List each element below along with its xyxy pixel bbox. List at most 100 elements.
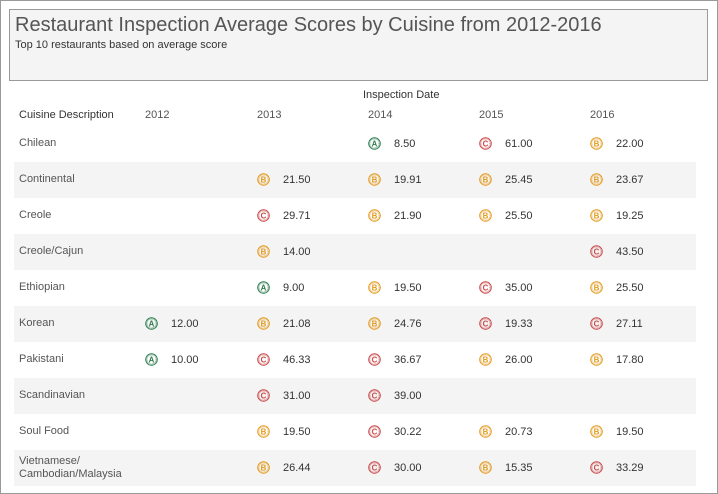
score-value: 19.91 <box>394 174 422 186</box>
grade-c-icon: C <box>257 389 270 402</box>
grade-b-icon: B <box>257 245 270 258</box>
grade-c-icon: C <box>368 389 381 402</box>
grade-c-icon: C <box>590 461 603 474</box>
table-row: Creole/Cajun B 14.00 C 43.50 <box>14 234 696 270</box>
svg-text:B: B <box>372 175 378 184</box>
score-value: 17.80 <box>616 354 644 366</box>
cuisine-label: Chilean <box>19 137 57 149</box>
svg-text:C: C <box>261 355 267 364</box>
grade-b-icon: B <box>257 173 270 186</box>
table-row: Creole C 29.71 B 21.90 B 25.50 B 19.25 <box>14 198 696 234</box>
cuisine-label: Scandinavian <box>19 389 86 401</box>
svg-text:C: C <box>594 247 600 256</box>
grade-b-icon: B <box>590 353 603 366</box>
score-value: 30.22 <box>394 426 422 438</box>
score-value: 10.00 <box>171 354 199 366</box>
cuisine-label: Ethiopian <box>19 281 65 293</box>
grade-b-icon: B <box>479 173 492 186</box>
grade-b-icon: B <box>257 461 270 474</box>
svg-text:B: B <box>483 211 489 220</box>
svg-text:B: B <box>372 319 378 328</box>
score-value: 46.33 <box>283 354 311 366</box>
svg-text:B: B <box>483 427 489 436</box>
svg-text:B: B <box>483 175 489 184</box>
grade-b-icon: B <box>479 209 492 222</box>
table-row: Continental B 21.50 B 19.91 B 25.45 B 23.67 <box>14 162 696 198</box>
grade-b-icon: B <box>590 173 603 186</box>
table-row: Soul Food B 19.50 C 30.22 B 20.73 B 19.50 <box>14 414 696 450</box>
svg-text:B: B <box>261 319 267 328</box>
score-value: 20.73 <box>505 426 533 438</box>
table-row: Scandinavian C 31.00 C 39.00 <box>14 378 696 414</box>
grade-a-icon: A <box>257 281 270 294</box>
score-value: 9.00 <box>283 282 305 294</box>
svg-text:C: C <box>372 427 378 436</box>
score-value: 61.00 <box>505 138 533 150</box>
table-row: Pakistani A 10.00 C 46.33 C 36.67 B 26.00 B 17.80 <box>14 342 696 378</box>
svg-text:A: A <box>261 283 267 292</box>
grade-c-icon: C <box>479 281 492 294</box>
score-value: 21.08 <box>283 318 311 330</box>
score-value: 31.00 <box>283 390 311 402</box>
table-row: Korean A 12.00 B 21.08 B 24.76 C 19.33 C 27.11 <box>14 306 696 342</box>
score-value: 25.50 <box>505 210 533 222</box>
svg-text:A: A <box>372 139 378 148</box>
score-value: 39.00 <box>394 390 422 402</box>
svg-text:C: C <box>372 355 378 364</box>
grade-c-icon: C <box>590 317 603 330</box>
grade-b-icon: B <box>590 137 603 150</box>
grade-c-icon: C <box>257 353 270 366</box>
title-panel: Restaurant Inspection Average Scores by … <box>9 9 708 81</box>
grade-b-icon: B <box>368 173 381 186</box>
grade-b-icon: B <box>479 461 492 474</box>
svg-text:C: C <box>483 139 489 148</box>
score-value: 26.44 <box>283 462 311 474</box>
grade-b-icon: B <box>590 209 603 222</box>
page-subtitle: Top 10 restaurants based on average scor… <box>15 39 228 51</box>
score-value: 22.00 <box>616 138 644 150</box>
score-value: 23.67 <box>616 174 644 186</box>
svg-text:B: B <box>261 247 267 256</box>
grade-b-icon: B <box>257 317 270 330</box>
score-value: 35.00 <box>505 282 533 294</box>
score-value: 27.11 <box>616 318 643 330</box>
cuisine-label: Pakistani <box>19 353 64 365</box>
table-row: Chilean A 8.50 C 61.00 B 22.00 <box>14 126 696 162</box>
score-value: 19.25 <box>616 210 644 222</box>
score-value: 25.45 <box>505 174 533 186</box>
column-header-2015: 2015 <box>479 109 504 121</box>
score-value: 15.35 <box>505 462 533 474</box>
row-header-label: Cuisine Description <box>19 109 114 121</box>
grade-b-icon: B <box>368 209 381 222</box>
column-header-2016: 2016 <box>590 109 615 121</box>
score-value: 19.33 <box>505 318 533 330</box>
svg-text:B: B <box>483 355 489 364</box>
grade-b-icon: B <box>368 281 381 294</box>
cuisine-label: Korean <box>19 317 55 329</box>
grade-c-icon: C <box>368 461 381 474</box>
score-value: 21.90 <box>394 210 422 222</box>
grade-b-icon: B <box>257 425 270 438</box>
grade-c-icon: C <box>257 209 270 222</box>
grade-b-icon: B <box>368 317 381 330</box>
grade-a-icon: A <box>368 137 381 150</box>
grade-c-icon: C <box>479 317 492 330</box>
score-value: 25.50 <box>616 282 644 294</box>
score-value: 43.50 <box>616 246 644 258</box>
grade-b-icon: B <box>479 353 492 366</box>
score-value: 19.50 <box>394 282 422 294</box>
svg-text:B: B <box>372 283 378 292</box>
score-value: 8.50 <box>394 138 416 150</box>
score-value: 19.50 <box>616 426 644 438</box>
svg-text:B: B <box>594 139 600 148</box>
score-value: 19.50 <box>283 426 311 438</box>
grade-b-icon: B <box>479 425 492 438</box>
svg-text:B: B <box>261 463 267 472</box>
column-group-header: Inspection Date <box>363 89 440 101</box>
grade-b-icon: B <box>590 281 603 294</box>
score-value: 21.50 <box>283 174 311 186</box>
cuisine-label: Soul Food <box>19 425 70 437</box>
grade-a-icon: A <box>145 317 158 330</box>
svg-text:B: B <box>594 211 600 220</box>
column-header-2013: 2013 <box>257 109 282 121</box>
